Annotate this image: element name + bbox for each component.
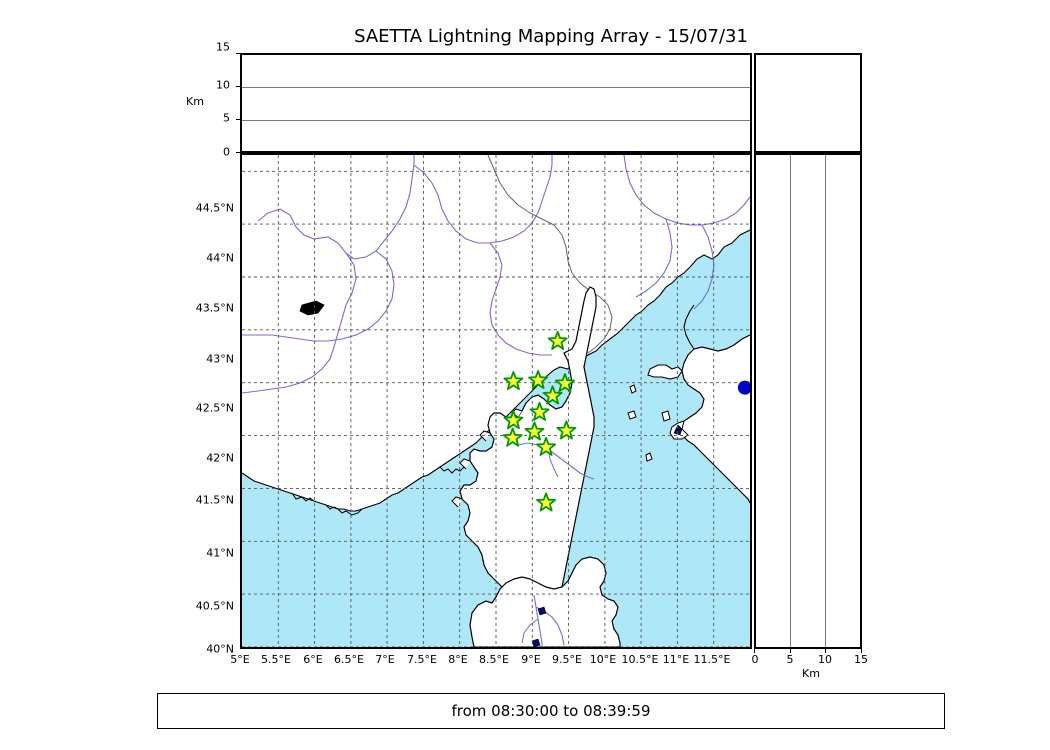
- map-panel[interactable]: [240, 153, 752, 649]
- right-panel-xtick-10: 10: [818, 653, 832, 666]
- station-star-marker: [542, 385, 563, 405]
- map-ytick-43-5: 43.5°N: [195, 301, 234, 315]
- top-panel-gridline-10: [242, 87, 750, 88]
- station-star-marker: [556, 420, 577, 440]
- top-panel-tickmark-10: [236, 86, 240, 87]
- map-ytick-40: 40°N: [206, 642, 234, 656]
- station-star-marker: [524, 421, 545, 441]
- station-star-marker: [528, 370, 549, 390]
- station-star-marker: [529, 401, 550, 421]
- right-panel-tickmark-0: [754, 649, 755, 653]
- station-star-marker: [503, 371, 524, 391]
- top-panel-axis-label: Km: [186, 95, 204, 108]
- right-panel-xtick-5: 5: [786, 653, 794, 666]
- station-markers: [502, 330, 577, 512]
- right-panel-tickmark-5: [790, 649, 791, 653]
- lightning-source-marker: [737, 380, 750, 395]
- right-panel-gridline-5: [790, 155, 791, 647]
- top-panel-gridline-5: [242, 120, 750, 121]
- map-xtick-10-5: 10.5°E: [621, 653, 659, 666]
- top-right-corner-panel[interactable]: [754, 53, 862, 153]
- map-xtick-5-5: 5.5°E: [261, 653, 291, 666]
- map-ytick-44: 44°N: [206, 251, 234, 265]
- top-panel-tickmark-5: [236, 119, 240, 120]
- right-panel-axis-label: Km: [802, 667, 820, 680]
- map-xtick-7-5: 7.5°E: [407, 653, 437, 666]
- map-xtick-5: 5°E: [230, 653, 250, 666]
- map-xtick-11: 11°E: [662, 653, 690, 666]
- top-panel-tickmark-0: [236, 152, 240, 153]
- map-ytick-41-5: 41.5°N: [195, 493, 234, 507]
- page-title: SAETTA Lightning Mapping Array - 15/07/3…: [354, 26, 748, 47]
- map-xtick-11-5: 11.5°E: [693, 653, 731, 666]
- map-graphic: [242, 155, 750, 647]
- map-xtick-6: 6°E: [303, 653, 323, 666]
- top-panel-tickmark-15: [236, 53, 240, 54]
- station-star-marker: [502, 427, 523, 447]
- map-xtick-9-5: 9.5°E: [552, 653, 582, 666]
- top-elevation-panel[interactable]: [240, 53, 752, 153]
- top-panel-ytick-5: 5: [223, 111, 230, 125]
- right-elevation-panel[interactable]: [754, 153, 862, 649]
- station-star-marker: [547, 330, 568, 350]
- map-xtick-8: 8°E: [448, 653, 468, 666]
- map-xtick-10: 10°E: [589, 653, 617, 666]
- station-star-marker: [555, 373, 575, 393]
- right-panel-gridline-10: [825, 155, 826, 647]
- time-range-label: from 08:30:00 to 08:39:59: [451, 702, 651, 720]
- map-xtick-8-5: 8.5°E: [479, 653, 509, 666]
- map-xtick-9: 9°E: [521, 653, 541, 666]
- top-panel-ytick-15: 15: [216, 40, 230, 54]
- map-xtick-6-5: 6.5°E: [334, 653, 364, 666]
- right-panel-tickmark-10: [825, 649, 826, 653]
- top-panel-ytick-10: 10: [216, 78, 230, 92]
- time-range-bar[interactable]: from 08:30:00 to 08:39:59: [157, 693, 945, 729]
- right-panel-xtick-0: 0: [751, 653, 759, 666]
- map-ytick-44-5: 44.5°N: [195, 201, 234, 215]
- map-xtick-7: 7°E: [375, 653, 395, 666]
- map-ytick-42-5: 42.5°N: [195, 401, 234, 415]
- station-star-marker: [536, 492, 557, 512]
- station-star-marker: [503, 410, 524, 430]
- map-ytick-40-5: 40.5°N: [195, 599, 234, 613]
- right-panel-tickmark-15: [861, 649, 862, 653]
- top-panel-ytick-0: 0: [223, 145, 230, 159]
- station-star-marker: [536, 436, 557, 456]
- right-panel-xtick-15: 15: [854, 653, 868, 666]
- map-ytick-42: 42°N: [206, 451, 234, 465]
- source-markers: [737, 380, 750, 395]
- map-ytick-41: 41°N: [206, 546, 234, 560]
- map-ytick-43: 43°N: [206, 352, 234, 366]
